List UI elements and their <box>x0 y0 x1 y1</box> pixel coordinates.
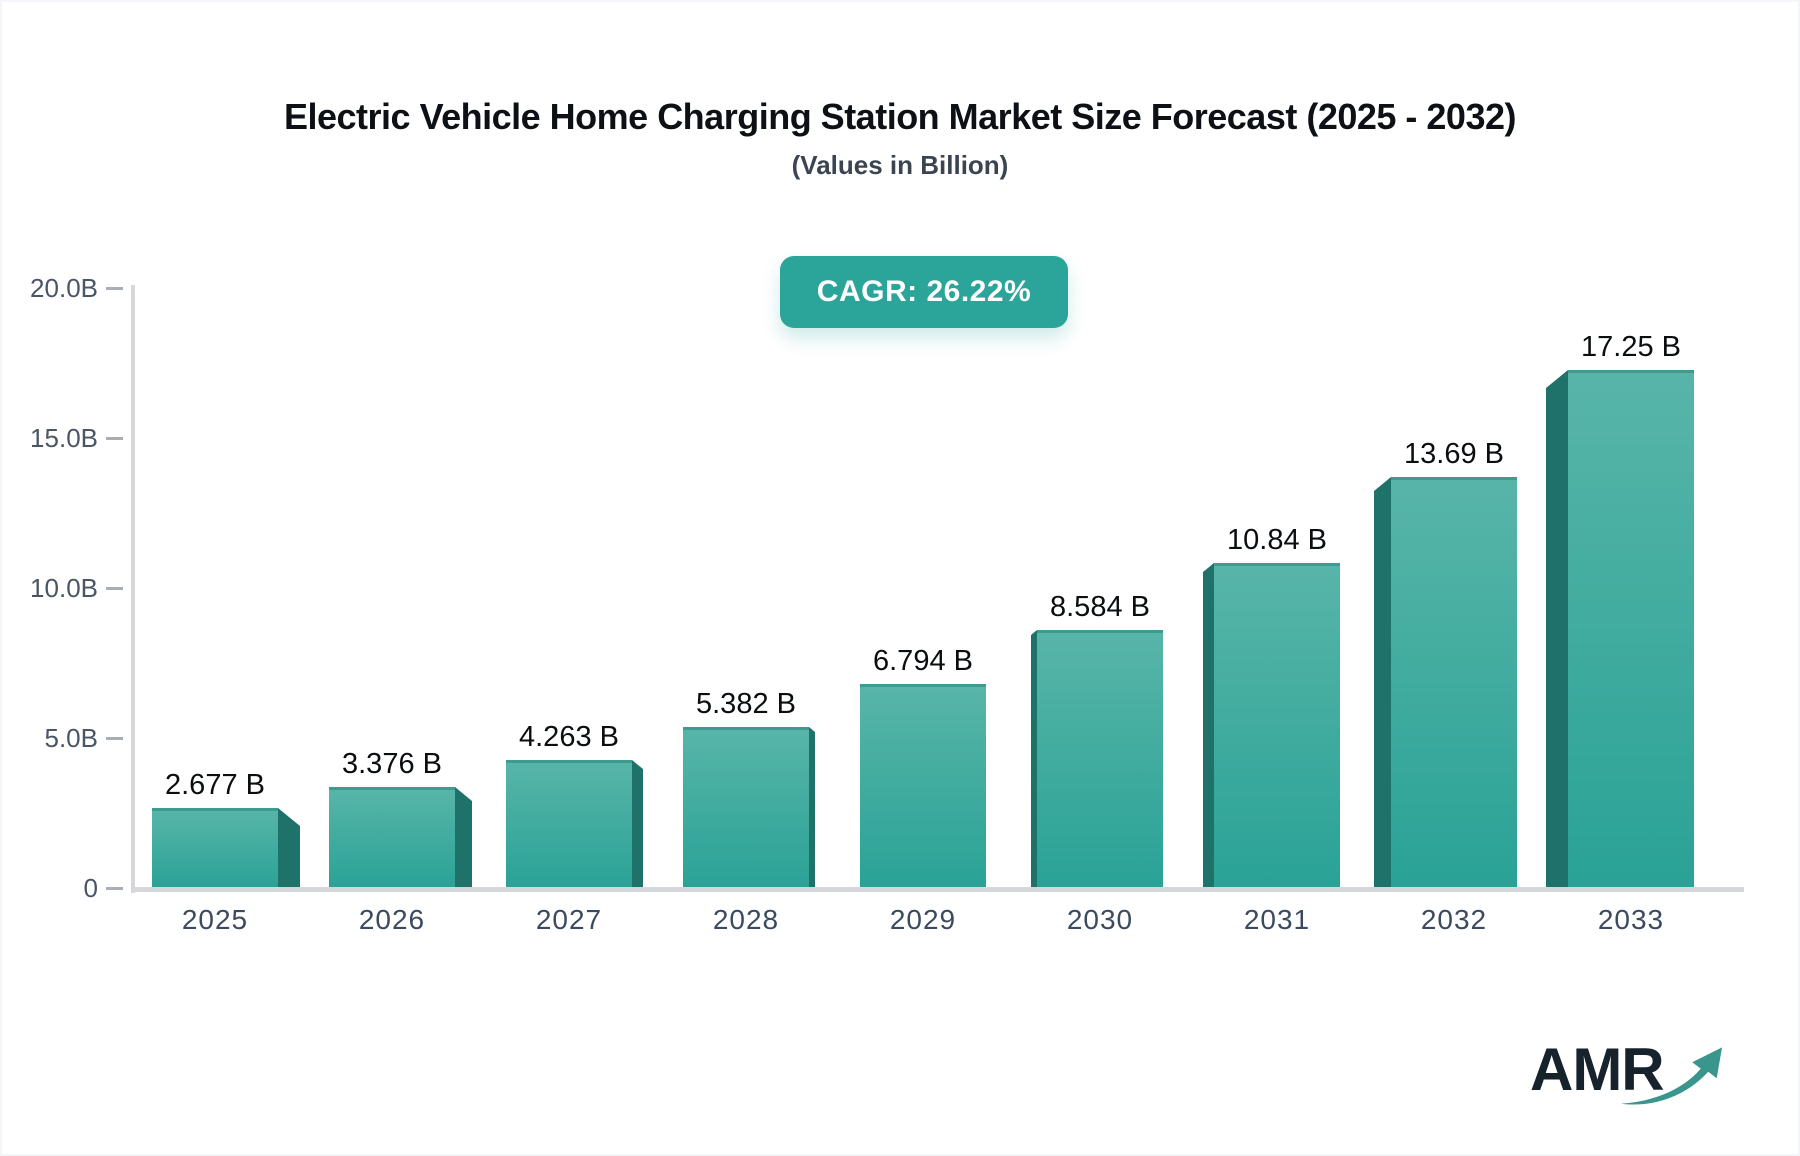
y-tick-mark <box>106 287 123 290</box>
x-axis-label-2026: 2026 <box>358 904 426 935</box>
bar-side-2032 <box>1374 477 1391 888</box>
x-axis-label-2025: 2025 <box>181 904 249 935</box>
x-axis-label-2031: 2031 <box>1243 904 1311 935</box>
bar-value-label: 17.25 B <box>1581 331 1681 363</box>
bar-value-label: 2.677 B <box>165 769 265 801</box>
x-axis-label-2027: 2027 <box>535 904 603 935</box>
cagr-badge-label: CAGR: 26.22% <box>816 275 1032 308</box>
bar-side-2030 <box>1031 630 1037 888</box>
bar-side-2026 <box>455 787 472 888</box>
bar-value-label: 5.382 B <box>696 688 796 720</box>
bar-2031 <box>1214 563 1340 888</box>
bar-2030 <box>1037 630 1163 888</box>
y-tick-mark <box>106 737 123 740</box>
chart-subtitle: (Values in Billion) <box>791 150 1009 180</box>
bar-value-label: 4.263 B <box>519 721 619 753</box>
bar-value-label: 10.84 B <box>1227 524 1327 556</box>
x-axis-label-2033: 2033 <box>1597 904 1665 935</box>
bar-value-label: 6.794 B <box>873 645 973 677</box>
x-axis-line <box>131 887 1744 892</box>
bar-2027 <box>506 760 632 888</box>
y-tick-label-0: 0 <box>83 873 98 903</box>
y-tick-mark <box>106 587 123 590</box>
bar-2026 <box>329 787 455 888</box>
cagr-badge: CAGR: 26.22% <box>780 256 1068 328</box>
bar-2032 <box>1391 477 1517 888</box>
bar-value-label: 3.376 B <box>342 748 442 780</box>
bar-2025 <box>152 808 278 888</box>
bar-side-2027 <box>632 760 643 888</box>
y-tick-mark <box>106 887 123 890</box>
y-tick-label-15.0B: 15.0B <box>30 423 98 453</box>
bar-2028 <box>683 727 809 888</box>
amr-logo: AMR <box>1530 1040 1760 1130</box>
bar-side-2028 <box>809 727 815 888</box>
x-axis-label-2032: 2032 <box>1420 904 1488 935</box>
y-axis-line <box>131 285 135 893</box>
bar-side-2031 <box>1203 563 1214 888</box>
x-axis-label-2030: 2030 <box>1066 904 1134 935</box>
chart-title: Electric Vehicle Home Charging Station M… <box>284 96 1516 137</box>
bar-2033 <box>1568 370 1694 888</box>
bar-value-label: 8.584 B <box>1050 591 1150 623</box>
bar-side-2033 <box>1546 370 1568 888</box>
growth-arrow-icon <box>1620 1047 1723 1105</box>
x-axis-label-2028: 2028 <box>712 904 780 935</box>
amr-logo-text: AMR <box>1530 1036 1665 1103</box>
x-axis-label-2029: 2029 <box>889 904 957 935</box>
y-tick-label-5.0B: 5.0B <box>44 723 99 753</box>
bar-2029 <box>860 684 986 888</box>
y-tick-mark <box>106 437 123 440</box>
y-tick-label-10.0B: 10.0B <box>30 573 98 603</box>
y-tick-label-20.0B: 20.0B <box>30 273 98 303</box>
bar-side-2025 <box>278 808 300 888</box>
bar-value-label: 13.69 B <box>1404 438 1504 470</box>
